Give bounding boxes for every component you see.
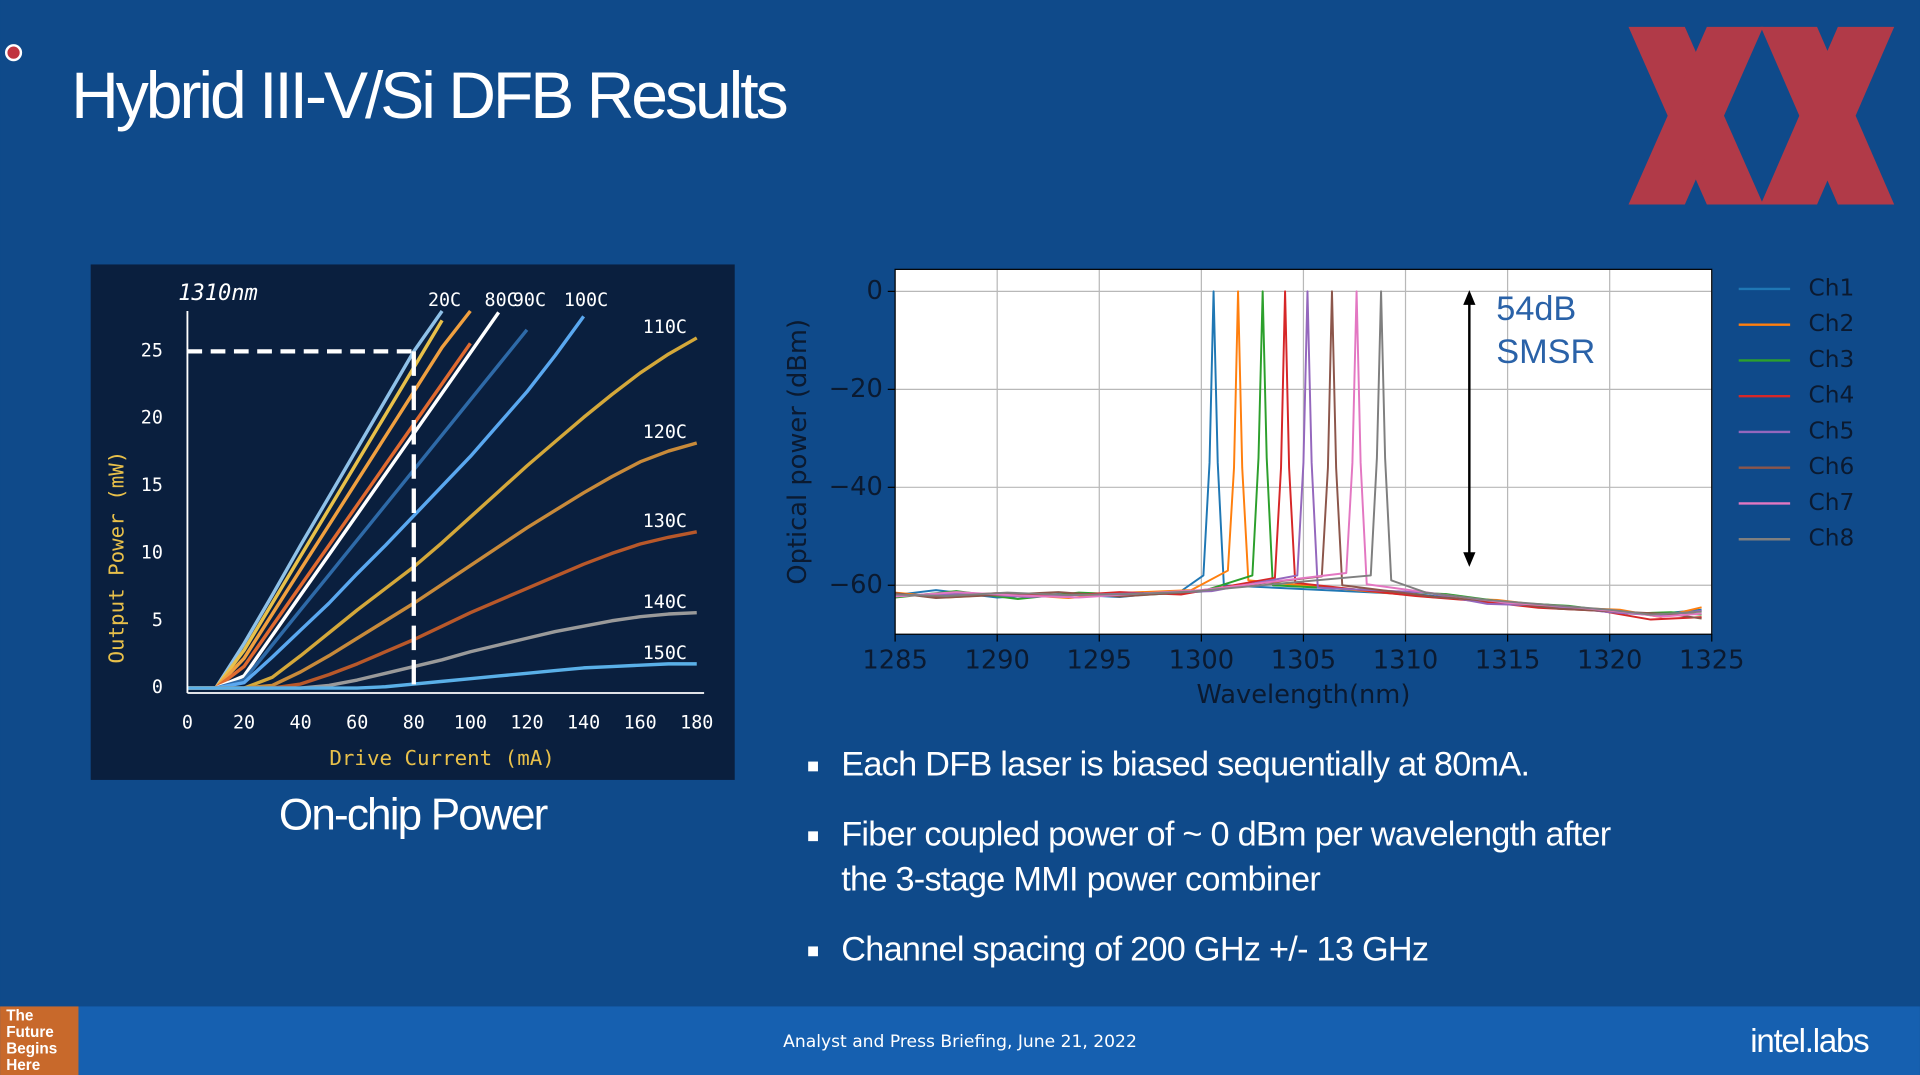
x-tick-label: 160 bbox=[624, 713, 657, 734]
y-tick-label: 5 bbox=[152, 610, 163, 631]
y-tick-label: 10 bbox=[141, 542, 163, 563]
legend-label: Ch7 bbox=[1808, 489, 1854, 516]
bullet-marker bbox=[808, 946, 818, 957]
y-tick-label: −40 bbox=[829, 472, 883, 502]
arrow-head bbox=[1463, 290, 1476, 305]
x-axis-label: Wavelength(nm) bbox=[1197, 680, 1411, 710]
chart-title: 1310nm bbox=[178, 281, 258, 306]
legend-label: Ch8 bbox=[1808, 525, 1854, 552]
x-tick-label: 1325 bbox=[1679, 646, 1744, 676]
logo-mark bbox=[1628, 26, 1895, 205]
y-tick-label: 15 bbox=[141, 475, 163, 496]
series-line bbox=[187, 328, 529, 690]
series-label: 150C bbox=[643, 643, 687, 664]
y-axis-label: Optical power (dBm) bbox=[783, 319, 813, 585]
bullet-text: Fiber coupled power of ~ 0 dBm per wavel… bbox=[841, 815, 1611, 853]
x-tick-label: 1300 bbox=[1169, 646, 1234, 676]
y-axis-label: Output Power (mW) bbox=[105, 451, 129, 664]
bullet-text: Channel spacing of 200 GHz +/- 13 GHz bbox=[841, 930, 1428, 968]
x-tick-label: 80 bbox=[403, 713, 425, 734]
plot-frame bbox=[894, 268, 1713, 635]
badge-line: Begins bbox=[6, 1040, 57, 1057]
annotation-text: 54dB bbox=[1496, 290, 1576, 328]
x-tick-label: 140 bbox=[567, 713, 600, 734]
chart-caption: On-chip Power bbox=[279, 791, 548, 840]
legend-label: Ch5 bbox=[1808, 417, 1854, 444]
series-label: 20C bbox=[428, 290, 461, 311]
series-label: 90C bbox=[513, 290, 546, 311]
series-line bbox=[187, 311, 501, 690]
x-tick-label: 0 bbox=[182, 713, 193, 734]
series-label: 140C bbox=[643, 592, 687, 613]
legend-label: Ch1 bbox=[1808, 274, 1854, 301]
legend-label: Ch6 bbox=[1808, 453, 1854, 480]
x-tick-label: 1290 bbox=[964, 646, 1029, 676]
footer-logo: intel.labs bbox=[1750, 1023, 1869, 1060]
footer-briefing: Analyst and Press Briefing, June 21, 202… bbox=[783, 1032, 1137, 1052]
x-tick-label: 1285 bbox=[862, 646, 927, 676]
series-line bbox=[187, 319, 444, 690]
series-line bbox=[187, 309, 472, 690]
series-line bbox=[187, 310, 444, 690]
y-tick-label: 25 bbox=[141, 340, 163, 361]
x-tick-label: 1315 bbox=[1475, 646, 1540, 676]
legend-label: Ch3 bbox=[1808, 346, 1854, 373]
x-tick-label: 60 bbox=[346, 713, 368, 734]
slide-title: Hybrid III-V/Si DFB Results bbox=[71, 59, 787, 133]
arrow-head bbox=[1463, 552, 1476, 567]
series-label: 130C bbox=[643, 511, 687, 532]
y-tick-label: −60 bbox=[829, 570, 883, 600]
bullet-text: Each DFB laser is biased sequentially at… bbox=[841, 746, 1529, 784]
bullet-marker bbox=[808, 831, 818, 842]
x-tick-label: 120 bbox=[510, 713, 543, 734]
legend-label: Ch2 bbox=[1808, 310, 1854, 337]
footer-band bbox=[0, 1006, 1920, 1075]
annotation-text: SMSR bbox=[1496, 333, 1595, 371]
footer-badge bbox=[0, 1006, 79, 1075]
series-label: 110C bbox=[643, 317, 687, 338]
y-tick-label: 0 bbox=[152, 677, 163, 698]
series-label: 80C bbox=[485, 290, 518, 311]
badge-line: Future bbox=[6, 1024, 54, 1041]
x-tick-label: 180 bbox=[680, 713, 713, 734]
series-label: 100C bbox=[564, 290, 608, 311]
badge-line: The bbox=[6, 1007, 33, 1024]
x-tick-label: 1320 bbox=[1577, 646, 1642, 676]
x-tick-label: 20 bbox=[233, 713, 255, 734]
badge-line: Here bbox=[6, 1057, 40, 1074]
legend-label: Ch4 bbox=[1808, 382, 1854, 409]
series-line bbox=[187, 336, 698, 690]
series-line bbox=[187, 315, 586, 690]
series-line bbox=[187, 342, 472, 690]
y-tick-label: −20 bbox=[829, 374, 883, 404]
y-tick-label: 0 bbox=[867, 276, 883, 306]
x-tick-label: 1295 bbox=[1067, 646, 1132, 676]
series-label: 120C bbox=[643, 422, 687, 443]
series-line bbox=[187, 441, 698, 690]
bullet-text: the 3-stage MMI power combiner bbox=[841, 861, 1320, 899]
x-tick-label: 1305 bbox=[1271, 646, 1336, 676]
x-axis-label: Drive Current (mA) bbox=[329, 746, 554, 770]
record-dot bbox=[4, 44, 23, 62]
x-tick-label: 40 bbox=[290, 713, 312, 734]
series-line bbox=[895, 290, 1702, 616]
x-tick-label: 1310 bbox=[1373, 646, 1438, 676]
x-tick-label: 100 bbox=[454, 713, 487, 734]
series-line bbox=[187, 662, 697, 690]
y-tick-label: 20 bbox=[141, 408, 163, 429]
bullet-marker bbox=[808, 761, 818, 772]
